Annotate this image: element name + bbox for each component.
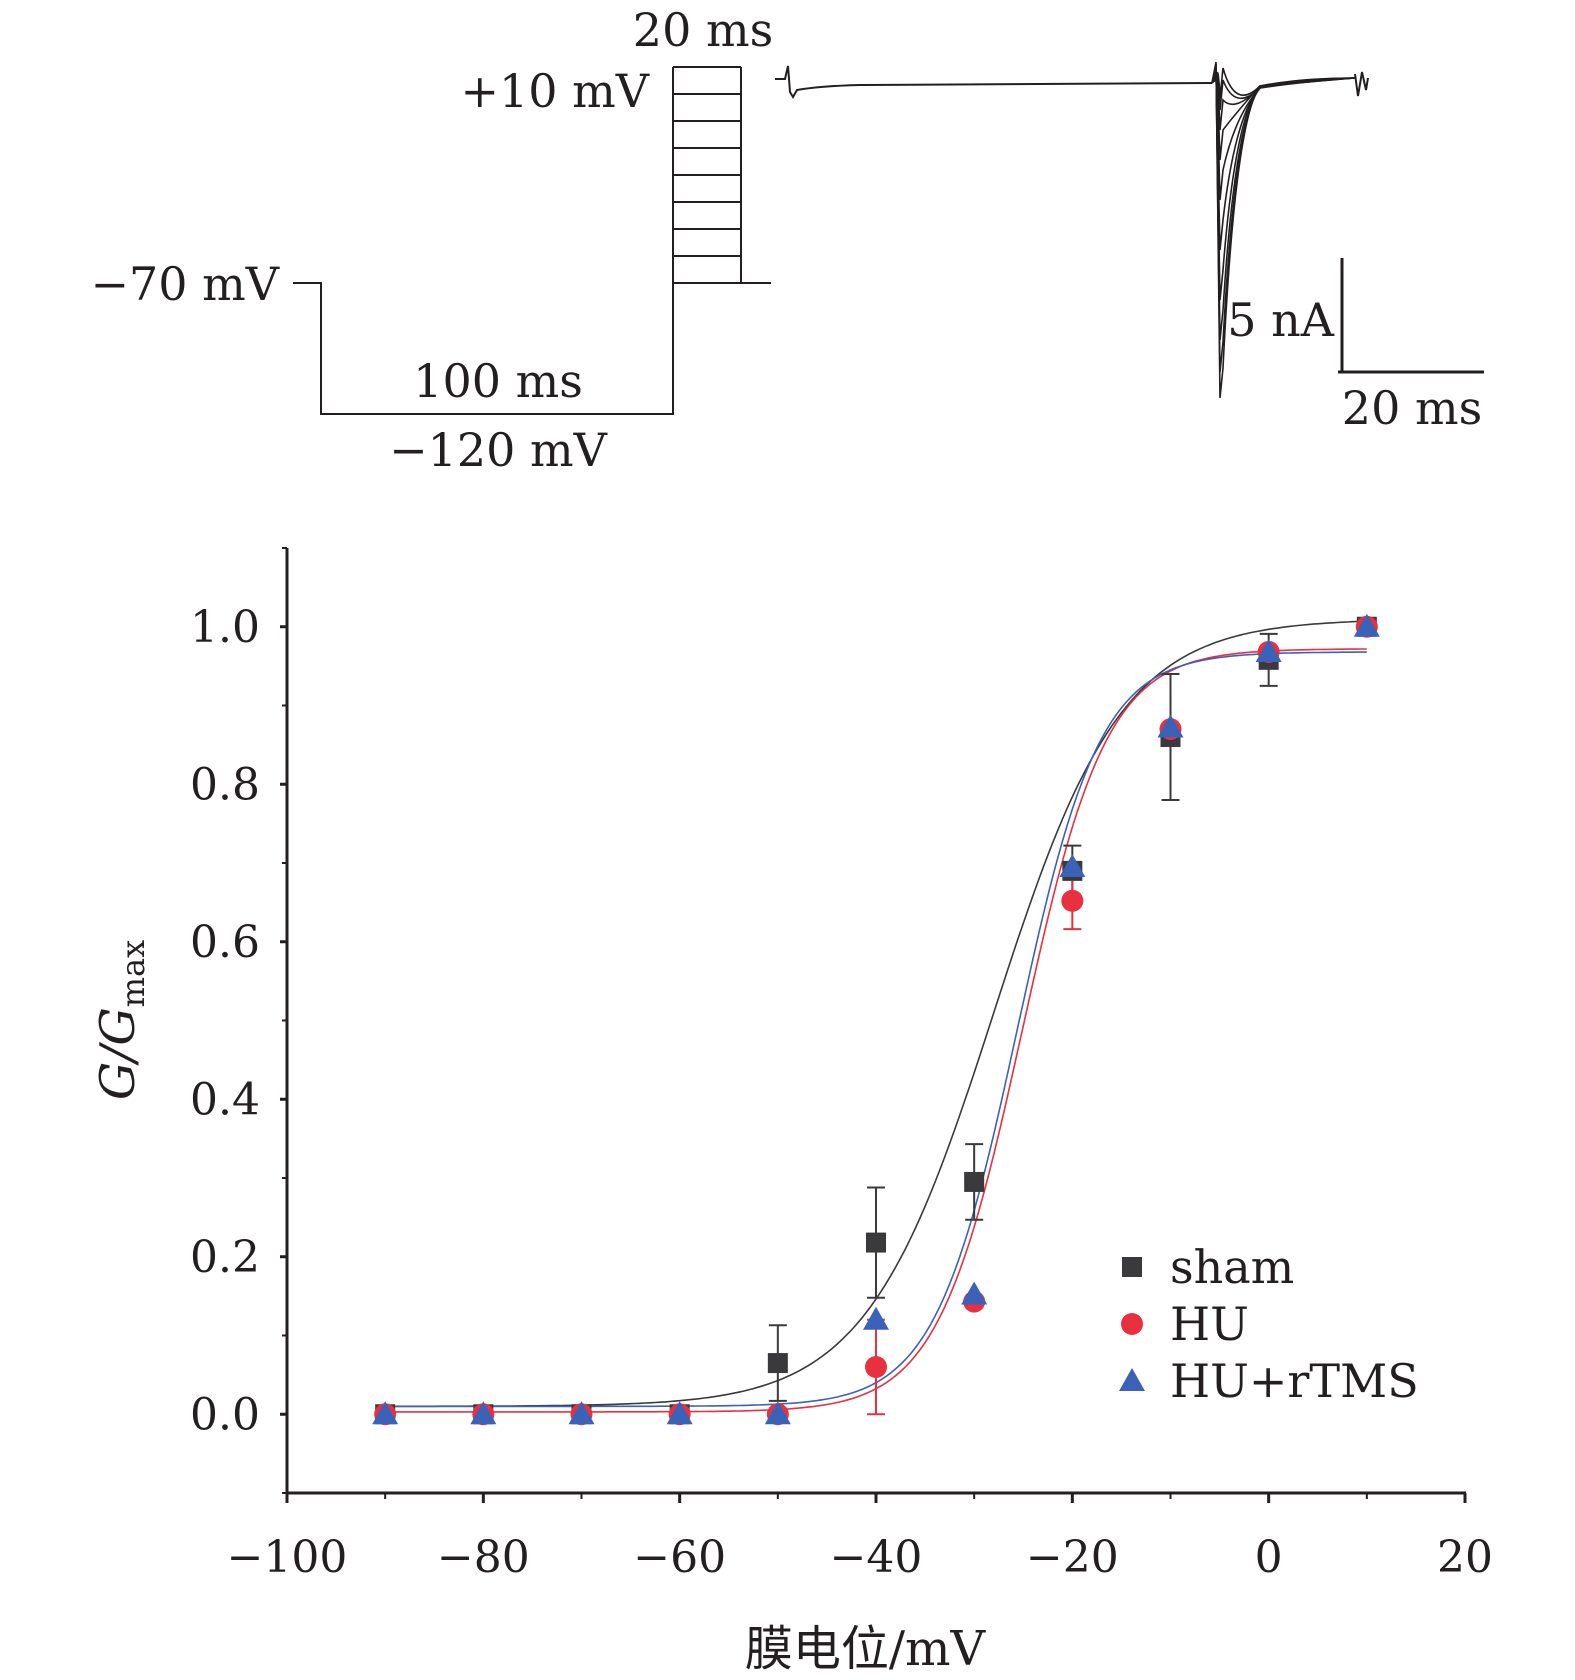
y-axis-title: G/Gmax xyxy=(90,940,152,1100)
legend-marker-sham xyxy=(1122,1257,1142,1277)
trace-baseline xyxy=(775,65,1213,99)
activation-plot: 0.0 0.2 0.4 0.6 0.8 1.0 −100 −80 −60 −40 −20 0 20 s… xyxy=(90,547,1493,1677)
data-point-hu-rtms xyxy=(470,1401,497,1425)
legend-label-sham: sham xyxy=(1170,1240,1294,1294)
scale-current-label: 5 nA xyxy=(1227,293,1335,347)
x-axis-ticks: −100 −80 −60 −40 −20 0 20 xyxy=(227,1493,1493,1583)
x-tick-label: −20 xyxy=(1026,1532,1119,1583)
trace-sweep xyxy=(1211,67,1356,99)
data-point-sham xyxy=(866,1232,886,1253)
legend-marker-hu xyxy=(1121,1313,1143,1335)
y-tick-label: 0.2 xyxy=(190,1232,260,1283)
data-point-hu-rtms xyxy=(372,1401,399,1425)
scale-time-label: 20 ms xyxy=(1342,381,1482,435)
x-tick-label: −40 xyxy=(830,1532,923,1583)
data-point-hu xyxy=(865,1356,887,1378)
x-tick-label: 0 xyxy=(1255,1532,1283,1583)
data-point-hu-rtms xyxy=(666,1401,693,1425)
data-point-hu-rtms xyxy=(1255,638,1282,662)
data-point-hu-rtms xyxy=(1353,613,1380,637)
data-point-hu-rtms xyxy=(1157,714,1184,738)
trace-sweep xyxy=(1211,61,1356,399)
data-point-hu-rtms xyxy=(863,1306,889,1330)
trace-sweep xyxy=(1211,70,1356,161)
x-tick-label: 20 xyxy=(1437,1532,1493,1583)
trace-sweep xyxy=(1211,67,1356,301)
data-point-hu xyxy=(1061,889,1084,912)
legend-label-hu-rtms: HU+rTMS xyxy=(1170,1354,1419,1408)
current-traces xyxy=(775,61,1369,399)
x-axis-title: 膜电位/mV xyxy=(745,1621,987,1677)
protocol-prepulse-potential: −120 mV xyxy=(389,423,608,477)
y-axis-title-sub: max xyxy=(114,940,152,1007)
x-tick-label: −60 xyxy=(633,1532,726,1583)
protocol-prepulse-duration: 100 ms xyxy=(413,354,583,408)
data-point-hu-rtms xyxy=(568,1401,595,1425)
y-axis-title-main: G/G xyxy=(90,1007,146,1100)
legend-label-hu: HU xyxy=(1170,1297,1249,1351)
y-tick-label: 0.8 xyxy=(190,759,260,810)
protocol-step-top-label: +10 mV xyxy=(460,64,649,118)
protocol-step-duration: 20 ms xyxy=(633,3,773,57)
y-axis-ticks: 0.0 0.2 0.4 0.6 0.8 1.0 xyxy=(190,547,287,1494)
trace-tail xyxy=(1354,71,1369,97)
y-tick-label: 0.6 xyxy=(190,917,260,968)
protocol-step-levels xyxy=(673,66,741,284)
y-tick-label: 1.0 xyxy=(190,602,260,653)
data-point-hu-rtms xyxy=(764,1401,791,1425)
data-markers xyxy=(372,613,1380,1426)
x-tick-label: −100 xyxy=(227,1532,348,1583)
trace-transients xyxy=(1211,61,1369,399)
data-point-sham xyxy=(767,1353,788,1374)
data-point-hu-rtms xyxy=(961,1281,988,1305)
x-tick-label: −80 xyxy=(437,1532,530,1583)
legend-marker-hu-rtms xyxy=(1119,1368,1145,1391)
y-tick-label: 0.0 xyxy=(190,1389,260,1440)
scale-bar xyxy=(1338,258,1484,374)
data-point-sham xyxy=(964,1171,985,1192)
data-point-hu-rtms xyxy=(1059,853,1086,877)
y-tick-label: 0.4 xyxy=(190,1074,260,1125)
voltage-protocol xyxy=(293,66,771,415)
protocol-holding-label: −70 mV xyxy=(90,257,279,311)
